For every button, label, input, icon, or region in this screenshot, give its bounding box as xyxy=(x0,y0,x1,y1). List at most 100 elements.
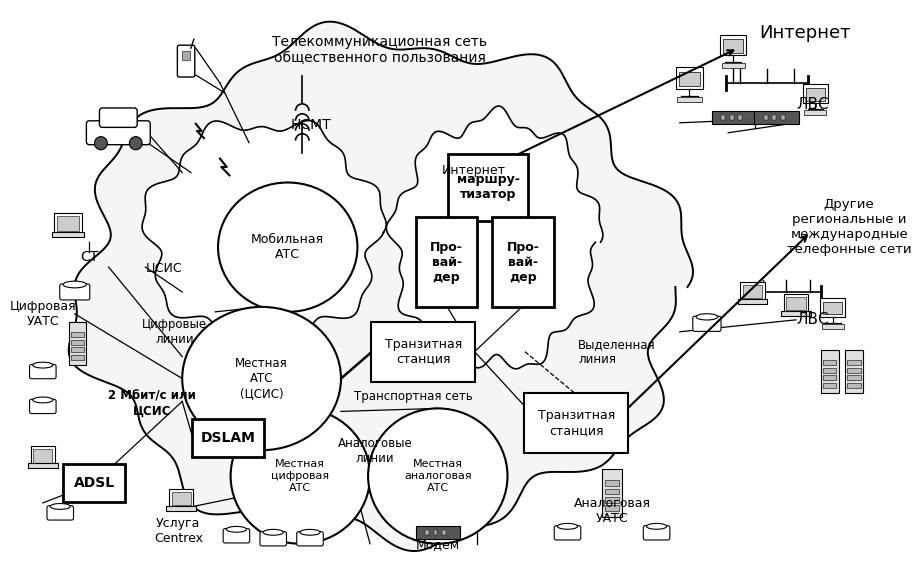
Bar xyxy=(781,311,810,316)
FancyBboxPatch shape xyxy=(30,399,56,414)
Bar xyxy=(721,115,725,121)
Text: Местная
цифровая
АТС: Местная цифровая АТС xyxy=(271,459,329,492)
Ellipse shape xyxy=(646,523,667,529)
Polygon shape xyxy=(69,22,693,551)
FancyBboxPatch shape xyxy=(448,154,527,221)
Bar xyxy=(425,530,429,535)
Bar xyxy=(786,297,806,310)
Ellipse shape xyxy=(368,408,507,544)
Bar xyxy=(739,115,742,121)
Text: Модем: Модем xyxy=(416,538,460,551)
Bar xyxy=(822,324,844,329)
Bar xyxy=(823,301,842,315)
FancyBboxPatch shape xyxy=(60,284,89,300)
Bar xyxy=(806,88,824,101)
Bar xyxy=(823,383,836,388)
FancyBboxPatch shape xyxy=(30,364,56,379)
Ellipse shape xyxy=(263,530,283,535)
Text: Местная
аналоговая
АТС: Местная аналоговая АТС xyxy=(404,459,471,492)
FancyBboxPatch shape xyxy=(554,526,581,540)
FancyBboxPatch shape xyxy=(372,322,475,382)
Bar xyxy=(740,282,764,300)
FancyBboxPatch shape xyxy=(63,464,125,502)
Polygon shape xyxy=(386,106,603,369)
Bar xyxy=(743,285,762,299)
Bar xyxy=(433,530,437,535)
Bar xyxy=(676,67,703,89)
Bar xyxy=(823,375,836,380)
Bar xyxy=(71,340,84,345)
Text: ЦСИС: ЦСИС xyxy=(146,261,182,273)
Bar xyxy=(803,84,828,103)
Bar xyxy=(679,72,700,86)
FancyBboxPatch shape xyxy=(260,531,287,546)
Text: ADSL: ADSL xyxy=(74,476,114,490)
Bar xyxy=(167,506,196,511)
Bar xyxy=(28,463,57,468)
Text: Транзитная
станция: Транзитная станция xyxy=(384,337,462,366)
Bar xyxy=(442,530,446,535)
Bar xyxy=(845,350,863,393)
Text: ЛВС: ЛВС xyxy=(796,312,829,327)
Text: Аналоговая
УАТС: Аналоговая УАТС xyxy=(573,497,651,525)
Bar xyxy=(602,469,621,517)
Ellipse shape xyxy=(63,281,87,288)
Text: 2 Мбит/с или
ЦСИС: 2 Мбит/с или ЦСИС xyxy=(108,390,196,418)
Text: СТ: СТ xyxy=(80,250,99,264)
Bar xyxy=(678,97,702,102)
FancyBboxPatch shape xyxy=(644,526,670,540)
Bar xyxy=(720,35,746,55)
Bar xyxy=(723,39,743,53)
FancyBboxPatch shape xyxy=(416,526,460,539)
Ellipse shape xyxy=(183,307,341,450)
Text: Телекоммуникационная сеть
общественного пользования: Телекоммуникационная сеть общественного … xyxy=(272,35,487,65)
Bar xyxy=(805,110,826,115)
Bar xyxy=(71,332,84,337)
Bar xyxy=(605,488,620,494)
FancyBboxPatch shape xyxy=(297,531,324,546)
FancyBboxPatch shape xyxy=(416,217,478,307)
Bar xyxy=(605,497,620,503)
Ellipse shape xyxy=(33,362,53,368)
Polygon shape xyxy=(142,121,386,353)
Bar xyxy=(71,355,84,360)
Bar xyxy=(54,213,81,233)
Text: маршру-
тизатор: маршру- тизатор xyxy=(456,173,520,201)
Bar xyxy=(33,449,53,463)
Bar xyxy=(69,322,87,365)
Ellipse shape xyxy=(227,526,246,532)
FancyBboxPatch shape xyxy=(223,529,250,543)
Ellipse shape xyxy=(218,182,358,312)
Ellipse shape xyxy=(558,523,577,529)
Bar xyxy=(605,480,620,486)
Text: Услуга
Centrex: Услуга Centrex xyxy=(154,517,203,545)
Text: Цифровая
УАТС: Цифровая УАТС xyxy=(9,300,77,328)
Text: Местная
АТС
(ЦСИС): Местная АТС (ЦСИС) xyxy=(235,357,288,400)
Text: Про-
вай-
дер: Про- вай- дер xyxy=(506,241,539,284)
FancyBboxPatch shape xyxy=(192,419,264,457)
Ellipse shape xyxy=(230,408,370,544)
Text: Про-
вай-
дер: Про- вай- дер xyxy=(430,241,463,284)
Bar xyxy=(847,375,860,380)
Ellipse shape xyxy=(300,530,320,535)
FancyBboxPatch shape xyxy=(87,121,150,145)
Text: Транзитная
станция: Транзитная станция xyxy=(538,410,615,438)
FancyBboxPatch shape xyxy=(754,112,798,124)
FancyBboxPatch shape xyxy=(692,316,721,331)
Bar xyxy=(57,216,78,231)
Bar xyxy=(773,115,776,121)
Text: Цифровые
линии: Цифровые линии xyxy=(142,318,207,346)
Bar xyxy=(171,492,191,505)
Text: НСМТ: НСМТ xyxy=(290,118,331,132)
Text: DSLAM: DSLAM xyxy=(200,431,255,445)
Ellipse shape xyxy=(696,313,717,320)
Bar xyxy=(847,368,860,372)
Bar xyxy=(182,51,190,60)
FancyBboxPatch shape xyxy=(100,108,137,128)
FancyBboxPatch shape xyxy=(47,506,74,520)
Bar xyxy=(822,350,839,393)
FancyBboxPatch shape xyxy=(492,217,554,307)
Bar xyxy=(52,232,85,237)
Text: Аналоговые
линии: Аналоговые линии xyxy=(337,437,412,465)
FancyBboxPatch shape xyxy=(525,394,628,453)
